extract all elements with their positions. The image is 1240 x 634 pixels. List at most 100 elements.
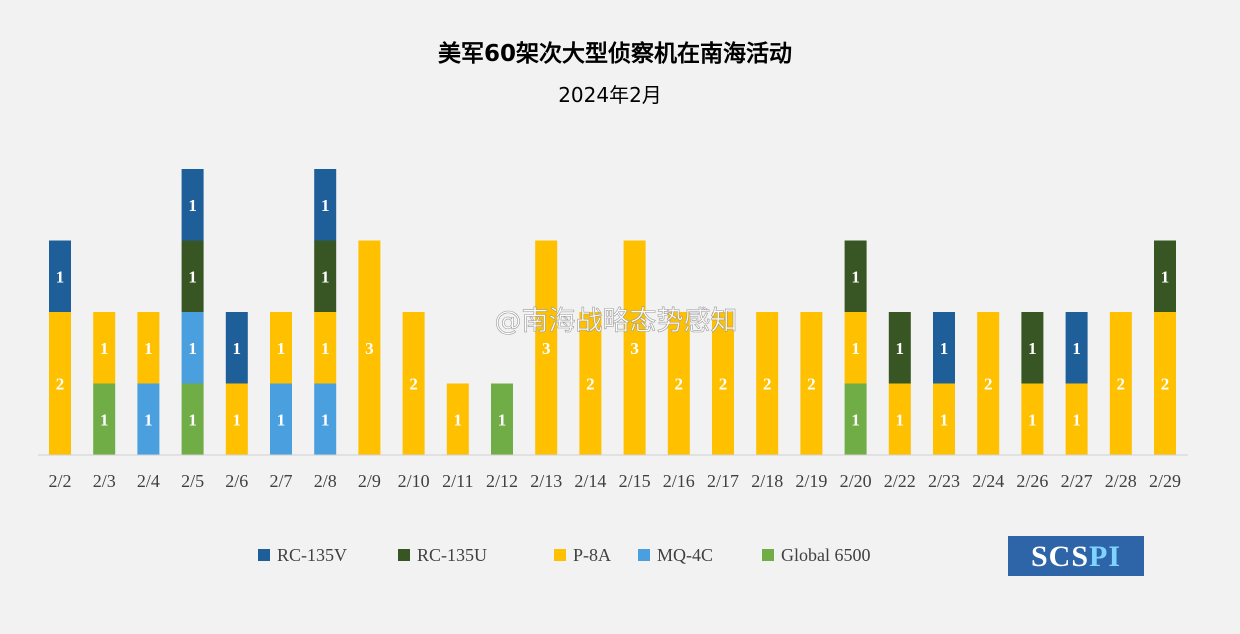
bar-p-8a-2-17 — [712, 312, 734, 455]
bar-rc-135u-2-20 — [844, 240, 867, 312]
bar-rc-135v-2-27 — [1065, 312, 1088, 384]
bar-p-8a-2-2 — [49, 312, 71, 455]
data-label-mq-4c-2-4: 1 — [144, 410, 153, 429]
x-tick-label: 2/20 — [840, 471, 872, 491]
x-tick-label: 2/22 — [884, 471, 916, 491]
bar-p-8a-2-14 — [579, 312, 602, 455]
data-label-p-8a-2-15: 3 — [630, 339, 639, 358]
bar-rc-135v-2-2 — [49, 240, 71, 312]
bar-p-8a-2-16 — [667, 312, 690, 455]
x-tick-label: 2/10 — [398, 471, 430, 491]
logo-part-1: SCS — [1031, 540, 1089, 573]
bar-rc-135v-2-23 — [933, 312, 955, 384]
legend-swatch-rc-135v — [258, 549, 270, 561]
data-label-rc-135v-2-23: 1 — [940, 339, 949, 358]
bars-group: 2 1 1 1 1 1 1 1 1 1 1 1 1 1 1 1 1 1 3 2 1 1 3 2 3 2 2 2 2 1 1 1 1 1 1 1 2 1 1 1… — [49, 169, 1176, 455]
data-label-mq-4c-2-7: 1 — [277, 410, 286, 429]
chart-subtitle: 2024年2月 — [558, 83, 662, 107]
x-tick-label: 2/28 — [1105, 471, 1137, 491]
bar-p-8a-2-10 — [402, 312, 425, 455]
data-label-rc-135u-2-26: 1 — [1028, 339, 1037, 358]
bar-p-8a-2-11 — [446, 383, 469, 455]
bar-mq-4c-2-4 — [137, 383, 160, 455]
data-label-p-8a-2-7: 1 — [277, 339, 286, 358]
legend-swatch-rc-135u — [398, 549, 410, 561]
data-label-rc-135u-2-22: 1 — [896, 339, 905, 358]
data-label-global-6500-2-12: 1 — [498, 410, 507, 429]
data-label-p-8a-2-29: 2 — [1161, 375, 1170, 394]
bar-p-8a-2-4 — [137, 312, 160, 384]
legend-label-p-8a: P-8A — [573, 545, 611, 565]
x-tick-label: 2/11 — [442, 471, 473, 491]
bar-p-8a-2-27 — [1065, 383, 1088, 455]
x-tick-label: 2/12 — [486, 471, 518, 491]
x-tick-label: 2/5 — [181, 471, 204, 491]
x-tick-label: 2/18 — [751, 471, 783, 491]
data-label-rc-135u-2-29: 1 — [1161, 267, 1170, 286]
data-label-p-8a-2-28: 2 — [1117, 375, 1126, 394]
bar-global-6500-2-20 — [844, 383, 867, 455]
data-label-global-6500-2-20: 1 — [851, 410, 860, 429]
data-label-p-8a-2-17: 2 — [719, 375, 728, 394]
scspi-logo: SCSPI — [1008, 536, 1144, 576]
x-tick-label: 2/17 — [707, 471, 739, 491]
x-tick-label: 2/26 — [1016, 471, 1048, 491]
legend-label-mq-4c: MQ-4C — [657, 545, 713, 565]
bar-p-8a-2-6 — [225, 383, 248, 455]
data-label-p-8a-2-8: 1 — [321, 339, 330, 358]
bar-rc-135u-2-26 — [1021, 312, 1044, 384]
bar-rc-135v-2-5 — [181, 169, 204, 241]
bar-p-8a-2-19 — [800, 312, 823, 455]
data-label-rc-135u-2-20: 1 — [851, 267, 860, 286]
data-label-global-6500-2-5: 1 — [188, 410, 197, 429]
data-label-mq-4c-2-8: 1 — [321, 410, 330, 429]
bar-rc-135u-2-29 — [1154, 240, 1176, 312]
bar-p-8a-2-24 — [977, 312, 1000, 455]
x-tick-label: 2/24 — [972, 471, 1004, 491]
bar-p-8a-2-20 — [844, 312, 867, 384]
x-tick-label: 2/13 — [530, 471, 562, 491]
bar-p-8a-2-7 — [270, 312, 292, 384]
data-label-rc-135v-2-27: 1 — [1072, 339, 1081, 358]
data-label-p-8a-2-18: 2 — [763, 375, 772, 394]
x-tick-label: 2/29 — [1149, 471, 1181, 491]
x-tick-label: 2/23 — [928, 471, 960, 491]
x-tick-label: 2/2 — [48, 471, 71, 491]
x-tick-label: 2/6 — [225, 471, 248, 491]
legend-label-rc-135u: RC-135U — [417, 545, 487, 565]
bar-rc-135v-2-8 — [314, 169, 337, 241]
bar-rc-135u-2-8 — [314, 240, 337, 312]
data-label-p-8a-2-26: 1 — [1028, 410, 1037, 429]
x-tick-label: 2/27 — [1061, 471, 1093, 491]
bar-mq-4c-2-8 — [314, 383, 337, 455]
data-label-rc-135v-2-2: 1 — [56, 267, 65, 286]
bar-p-8a-2-23 — [933, 383, 955, 455]
legend-label-global-6500: Global 6500 — [781, 545, 871, 565]
data-label-rc-135u-2-8: 1 — [321, 267, 330, 286]
bar-rc-135v-2-6 — [225, 312, 248, 384]
x-tick-label: 2/4 — [137, 471, 160, 491]
data-label-p-8a-2-13: 3 — [542, 339, 551, 358]
data-label-p-8a-2-20: 1 — [851, 339, 860, 358]
bar-p-8a-2-9 — [358, 240, 381, 455]
x-tick-label: 2/14 — [574, 471, 606, 491]
x-tick-label: 2/3 — [93, 471, 116, 491]
x-tick-labels: 2/2 2/3 2/4 2/5 2/6 2/7 2/8 2/9 2/10 2/11 2/12 2/13… — [48, 471, 1181, 491]
bar-rc-135u-2-5 — [181, 240, 204, 312]
legend-label-rc-135v: RC-135V — [277, 545, 347, 565]
chart-title: 美军60架次大型侦察机在南海活动 — [438, 40, 792, 67]
bar-p-8a-2-13 — [535, 240, 558, 455]
data-label-mq-4c-2-5: 1 — [188, 339, 197, 358]
logo-background — [1008, 536, 1144, 576]
bar-p-8a-2-15 — [623, 240, 646, 455]
bar-mq-4c-2-5 — [181, 312, 204, 384]
data-label-p-8a-2-16: 2 — [675, 375, 684, 394]
bar-global-6500-2-3 — [93, 383, 116, 455]
bar-p-8a-2-3 — [93, 312, 116, 384]
logo-part-2: PI — [1089, 540, 1121, 573]
bar-p-8a-2-26 — [1021, 383, 1044, 455]
bar-global-6500-2-12 — [491, 383, 513, 455]
data-label-p-8a-2-22: 1 — [896, 410, 905, 429]
x-tick-label: 2/8 — [314, 471, 337, 491]
